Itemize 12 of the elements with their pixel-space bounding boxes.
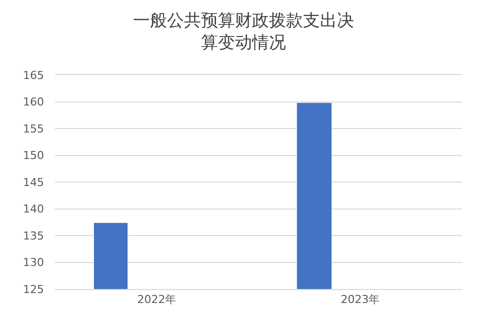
x-tick-label: 2022年 (137, 293, 176, 306)
y-tick-label: 155 (23, 122, 44, 136)
y-tick-label: 150 (23, 149, 44, 162)
y-tick-label: 160 (23, 96, 44, 109)
chart-title: 一般公共预算财政拨款支出决算变动情况 (133, 10, 354, 54)
y-tick-label: 165 (23, 68, 44, 82)
y-tick-label: 135 (23, 229, 44, 242)
y-tick-label: 145 (23, 176, 44, 189)
y-tick-label: 140 (23, 202, 44, 216)
y-tick-label: 125 (23, 282, 44, 296)
x-tick-label: 2023年 (340, 293, 380, 306)
y-tick-label: 130 (23, 256, 44, 270)
